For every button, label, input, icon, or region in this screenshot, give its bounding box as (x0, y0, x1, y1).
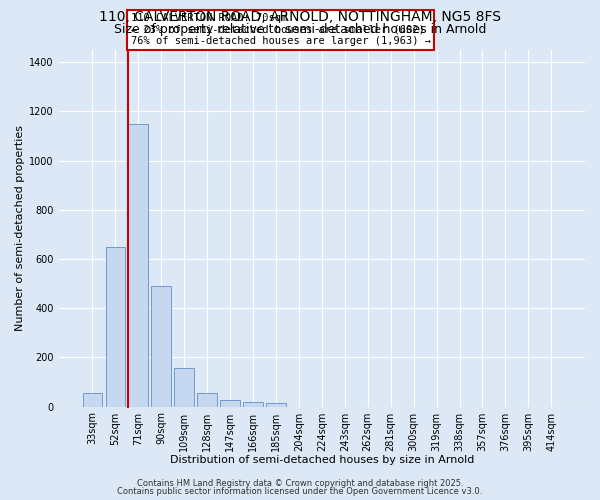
Text: Contains HM Land Registry data © Crown copyright and database right 2025.: Contains HM Land Registry data © Crown c… (137, 478, 463, 488)
Text: 110, CALVERTON ROAD, ARNOLD, NOTTINGHAM, NG5 8FS: 110, CALVERTON ROAD, ARNOLD, NOTTINGHAM,… (99, 10, 501, 24)
Bar (220, 400, 240, 406)
Bar (266, 403, 286, 406)
Bar (83, 393, 102, 406)
Text: Size of property relative to semi-detached houses in Arnold: Size of property relative to semi-detach… (114, 22, 486, 36)
Bar (197, 393, 217, 406)
Bar (106, 247, 125, 406)
Bar (151, 286, 171, 406)
Text: 110 CALVERTON ROAD: 70sqm
← 23% of semi-detached houses are smaller (602)
76% of: 110 CALVERTON ROAD: 70sqm ← 23% of semi-… (131, 13, 431, 46)
X-axis label: Distribution of semi-detached houses by size in Arnold: Distribution of semi-detached houses by … (170, 455, 474, 465)
Y-axis label: Number of semi-detached properties: Number of semi-detached properties (15, 126, 25, 332)
Bar (243, 402, 263, 406)
Bar (175, 368, 194, 406)
Bar (128, 124, 148, 406)
Text: Contains public sector information licensed under the Open Government Licence v3: Contains public sector information licen… (118, 487, 482, 496)
